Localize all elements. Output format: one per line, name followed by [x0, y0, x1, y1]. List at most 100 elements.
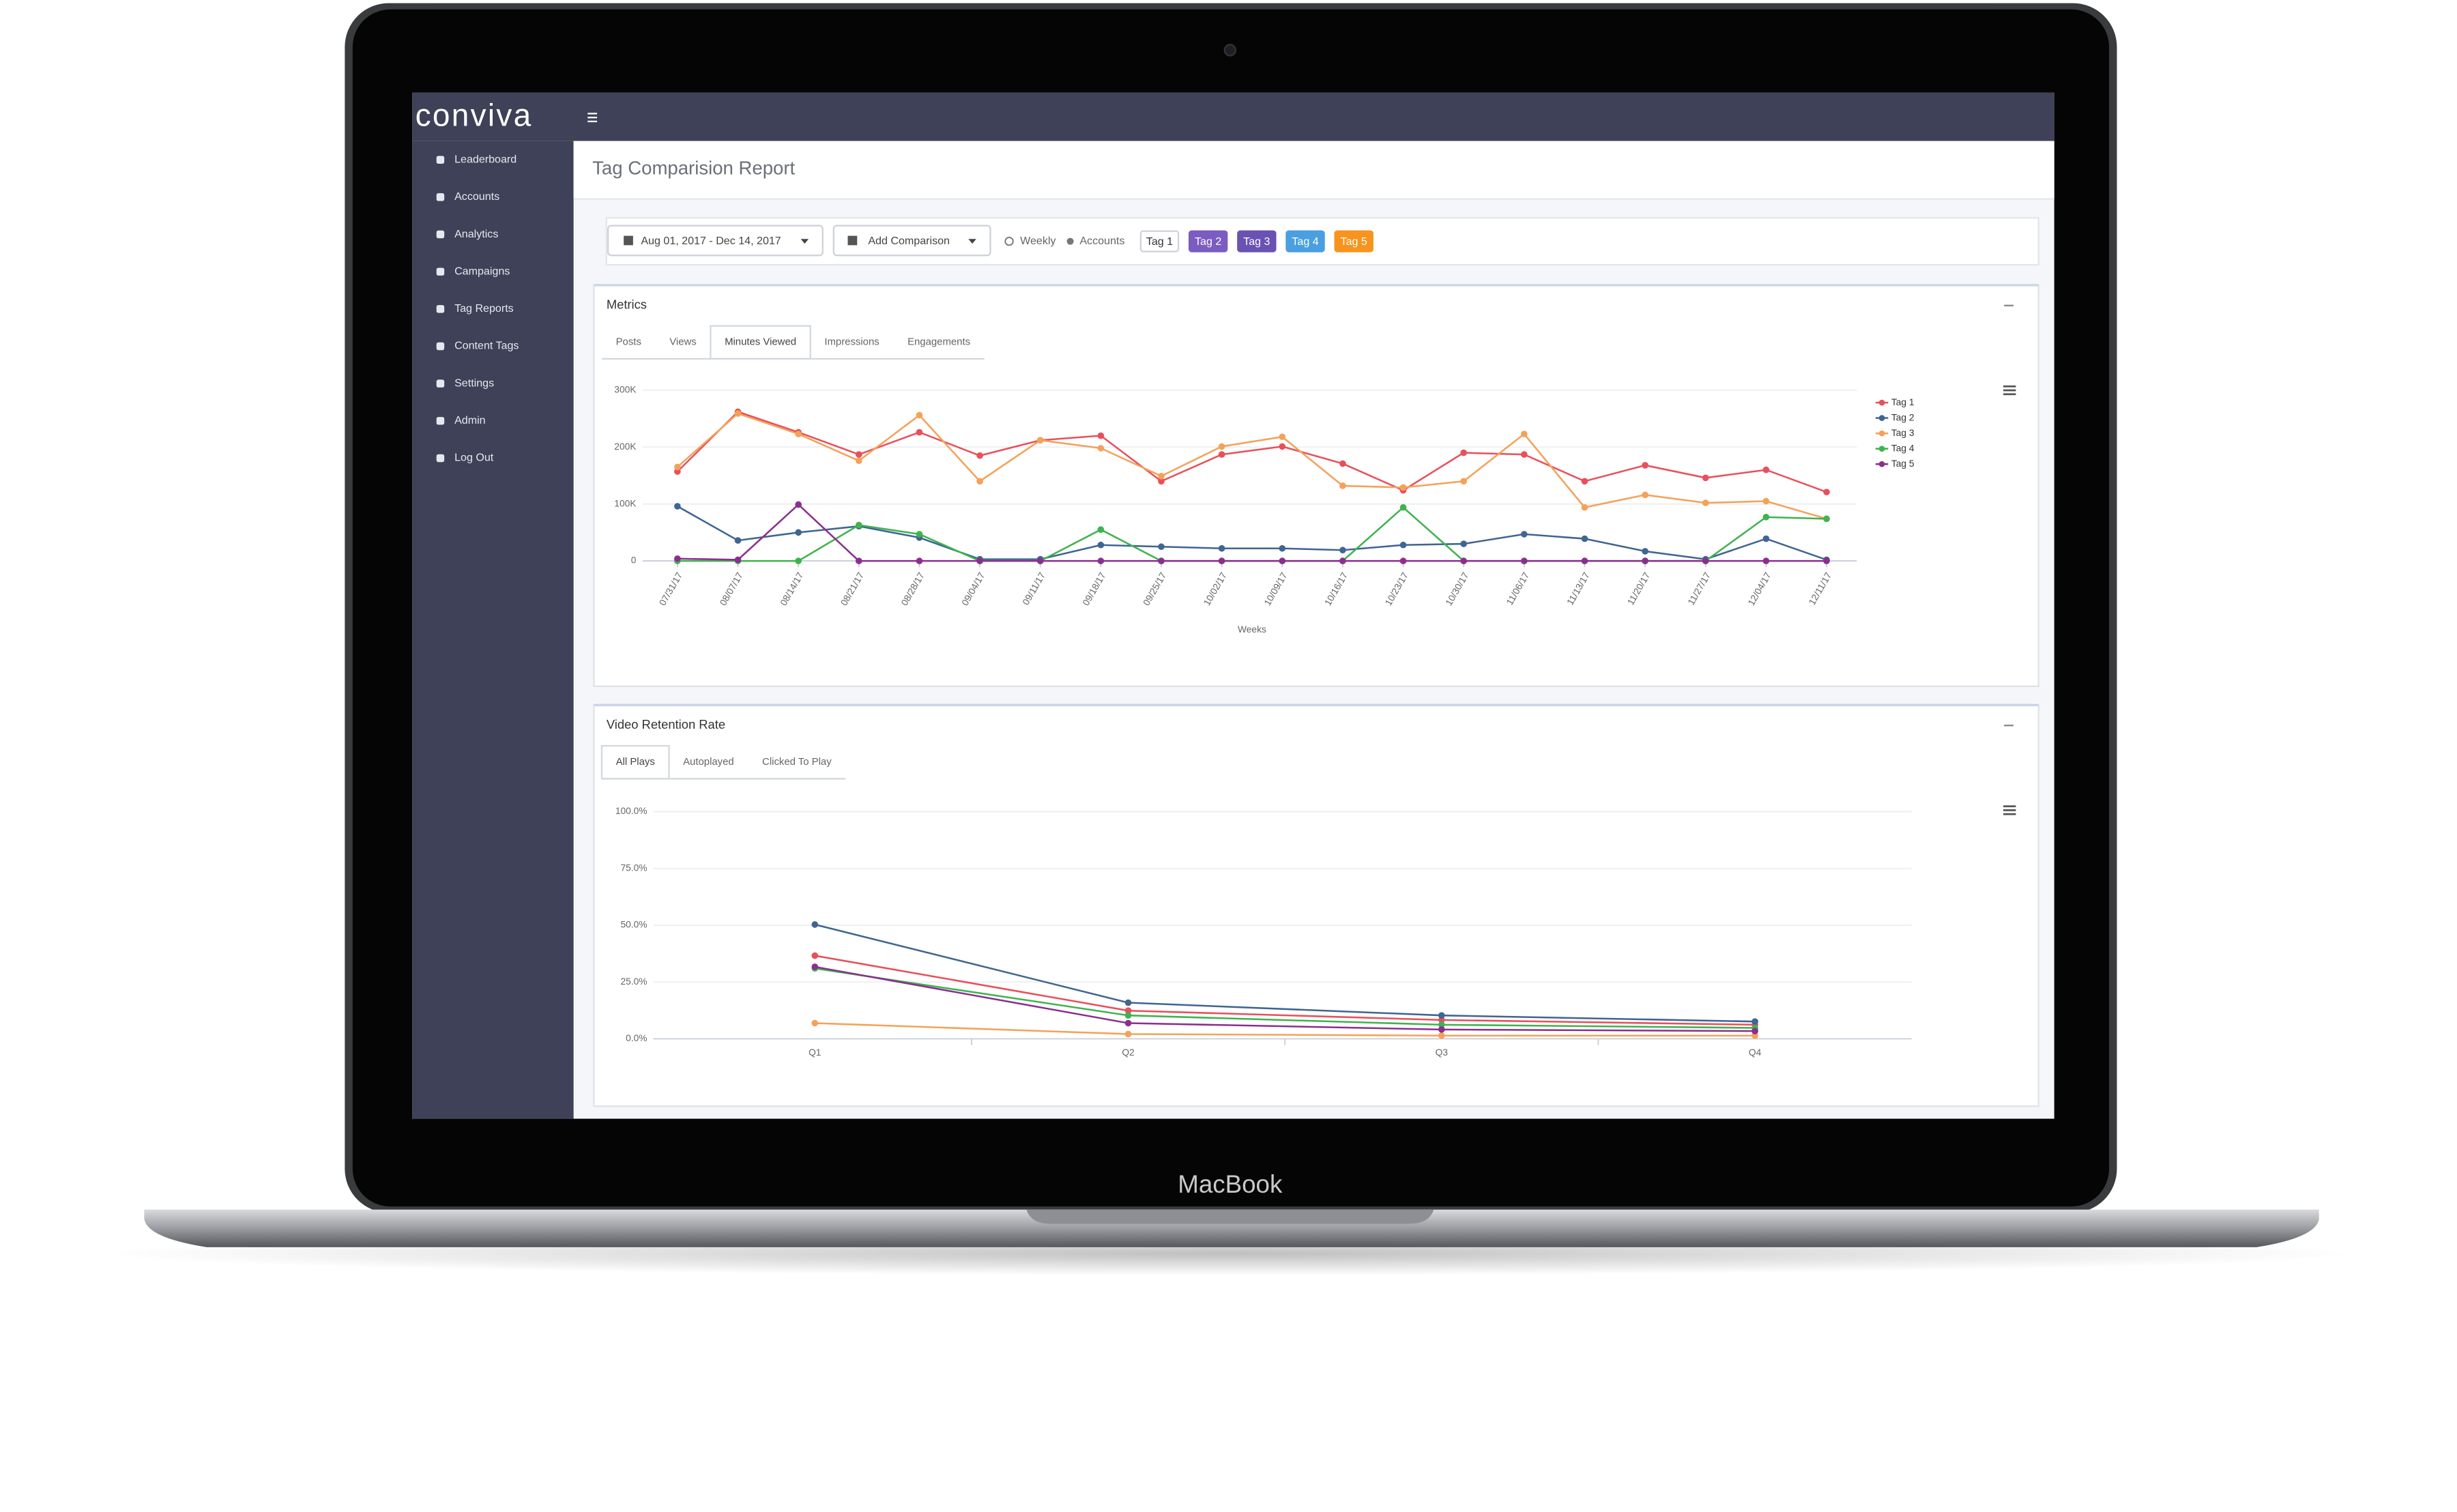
- data-point: [1097, 557, 1105, 564]
- date-range-button[interactable]: [607, 224, 824, 257]
- sidebar-item[interactable]: Tag Reports: [454, 302, 514, 315]
- sidebar-icon: [436, 156, 445, 164]
- hinge-notch: [1026, 1209, 1434, 1224]
- sidebar-menu: Leaderboard Accounts Analytics Campaigns Tag…: [436, 153, 519, 464]
- data-point: [734, 556, 742, 564]
- legend-label[interactable]: Tag 2: [1891, 412, 1915, 422]
- series-line: [815, 965, 1756, 1032]
- data-point: [1581, 478, 1588, 485]
- card-title: Metrics: [607, 297, 647, 312]
- data-point: [855, 457, 862, 465]
- active-tab[interactable]: [710, 325, 811, 360]
- legend-label[interactable]: Tag 3: [1891, 428, 1915, 438]
- sidebar-item[interactable]: Log Out: [454, 452, 494, 464]
- series-line: [677, 412, 1827, 520]
- active-tab[interactable]: [600, 744, 670, 780]
- data-point: [1097, 526, 1105, 534]
- data-point: [855, 557, 862, 564]
- sidebar-item[interactable]: Admin: [454, 414, 486, 426]
- data-point: [1581, 557, 1588, 564]
- tab-label: Minutes Viewed: [725, 336, 796, 348]
- data-point: [1339, 460, 1346, 467]
- tag-chips: Tag 1 Tag 2 Tag 3 Tag 4 Tag 5: [1139, 230, 1373, 252]
- data-point: [734, 537, 742, 544]
- data-point: [1642, 557, 1648, 564]
- chart-menu-bar[interactable]: [2003, 393, 2016, 396]
- data-point: [1438, 1026, 1445, 1033]
- chart-menu-bar[interactable]: [2003, 809, 2016, 811]
- chart-menu-bar[interactable]: [2003, 385, 2016, 388]
- brand-logo[interactable]: conviva: [416, 97, 533, 132]
- y-tick-label: 300K: [614, 384, 637, 394]
- data-point: [1702, 499, 1709, 506]
- data-point: [1399, 557, 1407, 564]
- charts: Metrics Posts Views Minutes Viewed Impressio…: [593, 284, 2039, 1107]
- series-line: [677, 503, 1827, 562]
- sidebar-item[interactable]: Settings: [454, 377, 494, 389]
- data-point: [1751, 1028, 1758, 1034]
- calendar-icon: [624, 235, 633, 246]
- data-point: [734, 410, 742, 417]
- chart-panel: Video Retention Rate All Plays Autoplayed C…: [593, 703, 2039, 1107]
- legend-marker: [1878, 430, 1885, 437]
- data-point: [1823, 557, 1830, 564]
- menu-bar: [587, 120, 598, 123]
- legend-label[interactable]: Tag 1: [1891, 397, 1915, 407]
- data-point: [1702, 557, 1709, 564]
- sidebar-icon: [436, 193, 445, 201]
- data-point: [1751, 1032, 1758, 1039]
- chart-menu-bar[interactable]: [2003, 389, 2016, 392]
- data-point: [1438, 1021, 1445, 1028]
- sidebar-item[interactable]: Analytics: [454, 228, 498, 240]
- chart-menu-bar[interactable]: [2003, 805, 2016, 808]
- series-line: [814, 923, 1756, 1023]
- chart-menu-bar[interactable]: [2003, 813, 2016, 815]
- tag-chip[interactable]: [1334, 230, 1373, 252]
- data-point: [976, 452, 983, 459]
- x-tick-label: Q4: [1749, 1047, 1762, 1058]
- data-point: [1124, 1030, 1132, 1038]
- menu-toggle[interactable]: [587, 113, 598, 123]
- data-point: [674, 555, 681, 562]
- data-point: [1279, 557, 1286, 564]
- data-point: [1097, 445, 1105, 452]
- data-point: [1823, 515, 1830, 523]
- tag-chip-label: Tag 1: [1146, 235, 1173, 248]
- data-point: [795, 501, 802, 508]
- laptop-base: [144, 1209, 2319, 1247]
- sidebar-icon: [436, 230, 445, 239]
- period-weekly[interactable]: Weekly: [1020, 235, 1056, 247]
- data-point: [811, 952, 819, 959]
- data-point: [1218, 557, 1225, 564]
- data-point: [811, 963, 819, 970]
- sidebar-item[interactable]: Accounts: [454, 190, 499, 203]
- legend-label[interactable]: Tag 5: [1891, 459, 1915, 469]
- data-point: [1097, 432, 1105, 439]
- sidebar-item[interactable]: Leaderboard: [454, 153, 517, 165]
- data-point: [1339, 547, 1346, 554]
- date-range: Aug 01, 2017 - Dec 14, 2017: [641, 235, 781, 247]
- y-tick-label: 75.0%: [620, 862, 647, 873]
- data-point: [1218, 443, 1225, 450]
- tab-label: Posts: [616, 336, 641, 348]
- data-point: [855, 521, 862, 529]
- data-point: [916, 428, 923, 436]
- tag-chip[interactable]: [1237, 230, 1277, 252]
- tag-chip[interactable]: [1285, 230, 1325, 252]
- data-point: [1399, 504, 1407, 511]
- tag-chip[interactable]: [1188, 230, 1228, 252]
- sidebar-item[interactable]: Content Tags: [454, 340, 519, 352]
- sidebar-icon: [436, 305, 445, 313]
- x-tick-label: Q2: [1122, 1047, 1134, 1058]
- y-tick-label: 100.0%: [615, 806, 648, 816]
- data-point: [1279, 433, 1286, 441]
- sidebar-item[interactable]: Campaigns: [454, 265, 510, 277]
- add-comparison-button[interactable]: [832, 224, 991, 257]
- legend-label[interactable]: Tag 4: [1891, 443, 1915, 453]
- accounts-filter[interactable]: Accounts: [1079, 235, 1124, 247]
- tag-chip[interactable]: [1139, 230, 1180, 252]
- data-point: [1521, 557, 1528, 564]
- series-line: [815, 968, 1756, 1029]
- data-point: [1218, 544, 1225, 552]
- camera: [1223, 44, 1236, 57]
